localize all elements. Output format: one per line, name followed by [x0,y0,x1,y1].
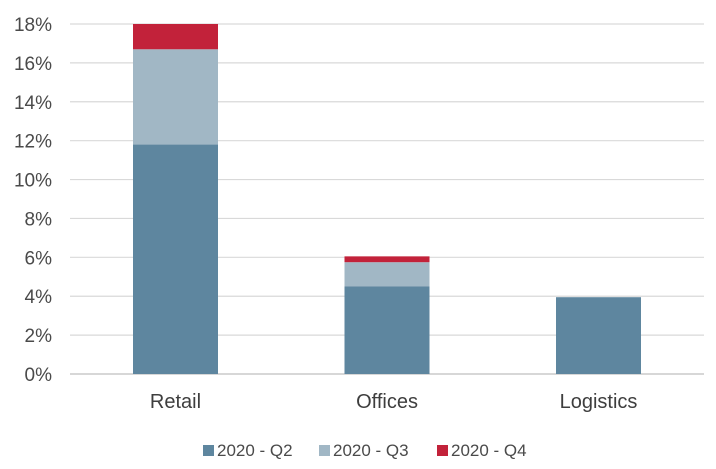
y-tick-label: 14% [14,93,52,114]
bar-offices-series-1 [344,286,430,374]
x-category-label: Logistics [560,391,638,413]
x-axis-category-labels: Retail Offices Logistics [150,391,637,413]
legend-label: 2020 - Q3 [333,441,409,460]
y-tick-label: 2% [25,326,53,347]
y-tick-label: 6% [25,248,53,269]
bar-logistics-series-1 [556,297,641,374]
legend-swatch [203,445,214,456]
legend-label: 2020 - Q4 [451,441,527,460]
y-tick-label: 4% [25,287,53,308]
legend-swatch [319,445,330,456]
y-tick-label: 10% [14,171,52,192]
bar-offices-series-2 [344,262,430,287]
y-tick-label: 12% [14,132,52,153]
legend: 2020 - Q2 2020 - Q3 2020 - Q4 [203,441,527,460]
y-tick-label: 0% [25,365,53,386]
x-category-label: Retail [150,391,201,413]
bar-retail-series-2 [133,49,218,145]
y-tick-label: 8% [25,209,53,230]
legend-label: 2020 - Q2 [217,441,293,460]
bars [133,24,641,374]
bar-retail-series-3 [133,24,218,50]
bar-retail-series-1 [133,144,218,374]
y-axis-tick-labels: 0% 2% 4% 6% 8% 10% 12% 14% 16% 18% [14,15,52,386]
legend-swatch [437,445,448,456]
y-tick-label: 16% [14,54,52,75]
bar-offices-series-3 [344,256,430,263]
x-category-label: Offices [356,391,418,413]
y-tick-label: 18% [14,15,52,36]
